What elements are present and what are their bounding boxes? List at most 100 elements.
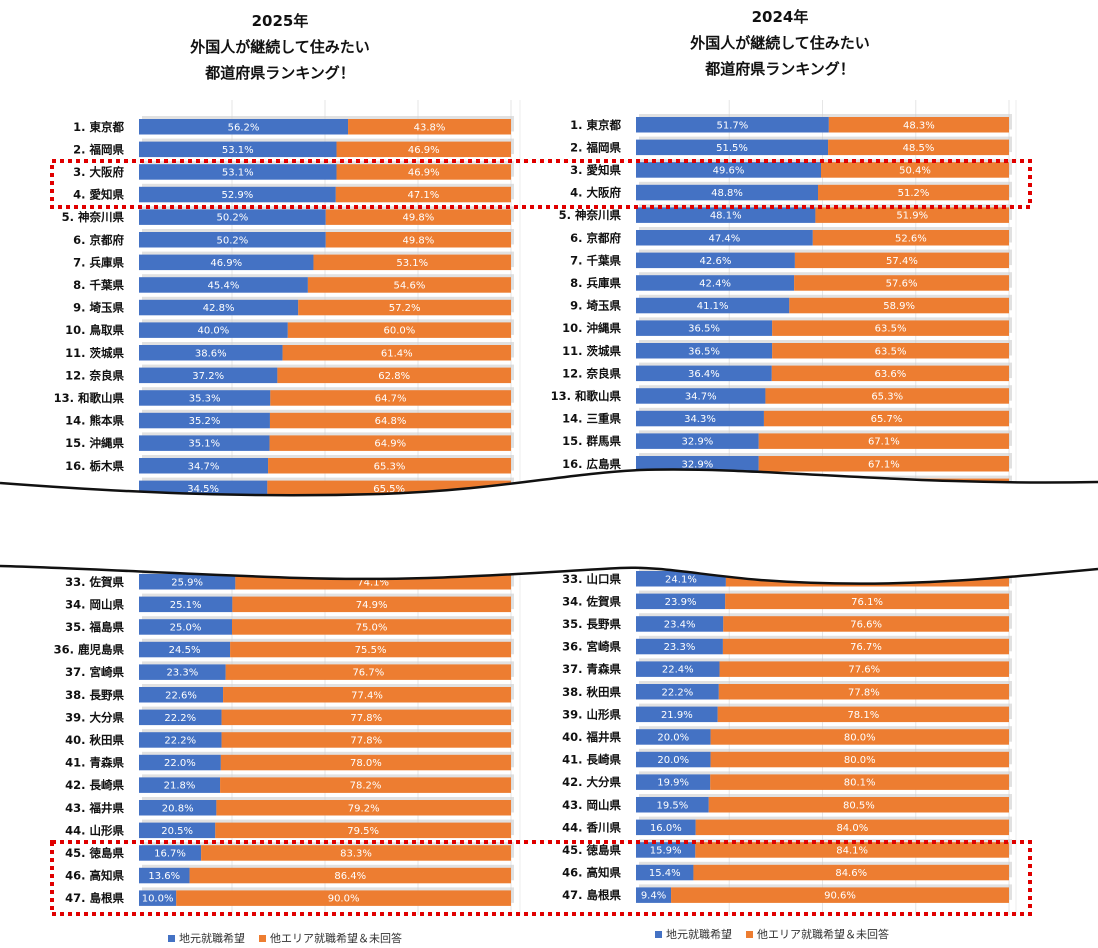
bar-other xyxy=(695,842,1009,858)
value-label-other: 57.4% xyxy=(886,256,918,267)
bar-other xyxy=(708,797,1009,813)
bar-local xyxy=(636,638,723,655)
category-label: 41. 長崎県 xyxy=(562,753,621,767)
value-label-local: 23.4% xyxy=(664,619,696,630)
category-label: 44. 香川県 xyxy=(562,820,621,834)
legend-local-label: 地元就職希望 xyxy=(179,932,245,945)
bar-local xyxy=(139,345,283,361)
value-label-local: 50.2% xyxy=(216,213,248,224)
bar-other xyxy=(723,616,1009,632)
value-label-other: 78.2% xyxy=(350,781,382,792)
bar-other xyxy=(821,162,1009,178)
category-label: 4. 大阪府 xyxy=(570,186,621,200)
value-label-local: 38.6% xyxy=(195,348,227,359)
value-label-other: 84.0% xyxy=(836,823,868,834)
left-top-row: 40.0% 60.0% 10. 鳥取県 xyxy=(65,319,514,338)
value-label-other: 48.5% xyxy=(903,143,935,154)
value-label-local: 16.0% xyxy=(650,823,682,834)
value-label-local: 22.6% xyxy=(165,690,197,701)
right-bottom-row: 15.4% 84.6% 46. 高知県 xyxy=(562,861,1012,881)
bar-other xyxy=(815,207,1009,223)
category-label: 2. 福岡県 xyxy=(73,142,124,156)
bar-local xyxy=(636,774,711,790)
category-label: 39. 山形県 xyxy=(562,707,621,721)
left-chart-title: 2025年 外国人が継続して住みたい 都道府県ランキング！ xyxy=(190,12,370,82)
bar-other xyxy=(722,638,1009,655)
category-label: 46. 高知県 xyxy=(65,869,124,883)
value-label-local: 19.9% xyxy=(657,778,689,789)
axis-break xyxy=(0,468,1098,585)
bar-other xyxy=(223,687,511,703)
category-label: 33. 佐賀県 xyxy=(65,575,124,589)
bar-other xyxy=(710,729,1009,745)
value-label-local: 20.0% xyxy=(657,755,689,766)
category-label: 13. 和歌山県 xyxy=(54,391,125,405)
right-top-row: 51.5% 48.5% 2. 福岡県 xyxy=(570,136,1012,156)
bar-local xyxy=(139,664,226,680)
bar-local xyxy=(139,186,336,203)
bar-other xyxy=(710,751,1009,768)
value-label-local: 16.7% xyxy=(154,848,186,859)
bar-other xyxy=(270,390,511,406)
bar-other xyxy=(336,164,511,180)
right-top-row: 51.7% 48.3% 1. 東京都 xyxy=(570,114,1012,133)
value-label-local: 41.1% xyxy=(697,301,729,312)
bar-other xyxy=(282,345,511,361)
category-label: 1. 東京都 xyxy=(570,118,621,132)
bar-other xyxy=(772,343,1009,359)
value-label-local: 35.2% xyxy=(189,416,221,427)
value-label-other: 47.1% xyxy=(408,190,440,201)
value-label-other: 54.6% xyxy=(394,280,426,291)
bar-other xyxy=(758,456,1009,472)
category-label: 46. 高知県 xyxy=(562,866,621,880)
value-label-local: 15.9% xyxy=(650,845,682,856)
bar-local xyxy=(139,209,326,225)
bar-local xyxy=(636,388,766,404)
value-label-local: 21.8% xyxy=(164,781,196,792)
left-bottom-row: 21.8% 78.2% 42. 長崎県 xyxy=(65,774,514,793)
value-label-local: 45.4% xyxy=(208,280,240,291)
left-top-row: 38.6% 61.4% 11. 茨城県 xyxy=(65,342,514,361)
value-label-local: 34.7% xyxy=(685,391,717,402)
category-label: 39. 大分県 xyxy=(65,710,124,724)
bar-local xyxy=(139,777,221,793)
value-label-local: 13.6% xyxy=(148,871,180,882)
left-top-row: 56.2% 43.8% 1. 東京都 xyxy=(73,116,514,135)
value-label-other: 46.9% xyxy=(408,145,440,156)
bar-other xyxy=(220,777,511,793)
bar-other xyxy=(268,458,511,474)
left-legend: 地元就職希望 他エリア就職希望＆未回答 xyxy=(168,930,416,946)
right-bottom-row: 20.0% 80.0% 40. 福井県 xyxy=(562,726,1012,745)
bar-local xyxy=(636,297,790,314)
category-label: 41. 青森県 xyxy=(65,756,124,770)
left-bottom-row: 22.2% 77.8% 40. 秋田県 xyxy=(65,729,514,748)
category-label: 2. 福岡県 xyxy=(570,140,621,154)
category-label: 37. 宮崎県 xyxy=(65,665,124,679)
value-label-other: 57.6% xyxy=(886,278,918,289)
value-label-local: 22.2% xyxy=(164,713,196,724)
bar-other xyxy=(230,641,511,658)
bar-local xyxy=(139,890,177,906)
bar-other xyxy=(772,320,1009,336)
value-label-other: 65.7% xyxy=(871,414,903,425)
value-label-local: 48.1% xyxy=(710,211,742,222)
right-bottom-row: 20.0% 80.0% 41. 長崎県 xyxy=(562,748,1012,768)
category-label: 44. 山形県 xyxy=(65,823,124,837)
left-top-row: 35.1% 64.9% 15. 沖縄県 xyxy=(65,432,514,451)
value-label-local: 32.9% xyxy=(681,459,713,470)
category-label: 12. 奈良県 xyxy=(65,368,124,382)
value-label-other: 79.2% xyxy=(348,803,380,814)
value-label-other: 64.9% xyxy=(374,439,406,450)
category-label: 14. 熊本県 xyxy=(65,414,124,428)
break-line-top xyxy=(0,468,1098,497)
bar-other xyxy=(693,864,1009,881)
left-top-row: 46.9% 53.1% 7. 兵庫県 xyxy=(73,251,514,271)
value-label-local: 35.3% xyxy=(189,393,221,404)
bar-local xyxy=(139,164,337,180)
category-label: 15. 群馬県 xyxy=(562,434,621,448)
value-label-other: 76.6% xyxy=(850,619,882,630)
category-label: 14. 三重県 xyxy=(562,412,621,426)
left-top-row: 52.9% 47.1% 4. 愛知県 xyxy=(73,183,514,203)
legend-local-swatch xyxy=(655,930,662,938)
value-label-local: 47.4% xyxy=(709,233,741,244)
